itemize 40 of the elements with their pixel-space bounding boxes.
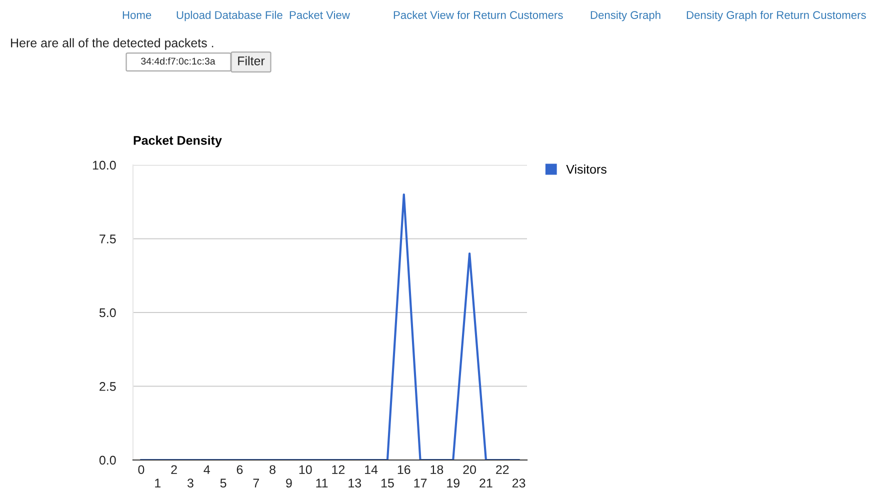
text: 34:4d:f7:0c:1c:3a (141, 57, 216, 65)
text: Filter (238, 56, 265, 66)
y-tick-label: 5.0 (99, 308, 116, 318)
x-tick-label: 3 (187, 478, 194, 488)
text: Packet View for Return Customers (394, 10, 563, 19)
x-tick-label: 16 (398, 465, 410, 474)
x-tick-label: 9 (286, 478, 292, 488)
x-tick-label: 12 (332, 465, 345, 474)
x-tick-label: 2 (171, 465, 177, 474)
text: Here are all of the detected packets . (11, 38, 214, 50)
x-tick-label: 19 (447, 478, 460, 488)
x-tick-label: 8 (270, 465, 276, 474)
x-tick-label: 11 (316, 478, 328, 488)
text: Upload Database File (176, 10, 282, 22)
x-tick-label: 5 (220, 478, 226, 488)
text: Density Graph (590, 10, 660, 22)
x-tick-label: 6 (236, 465, 243, 474)
legend-label: Visitors (566, 164, 606, 174)
x-tick-label: 7 (253, 478, 259, 488)
x-tick-label: 18 (430, 465, 444, 474)
text: Home (122, 11, 152, 19)
text: Packet View (290, 10, 350, 19)
x-tick-label: 1 (155, 478, 160, 488)
x-tick-label: 20 (463, 465, 476, 474)
x-tick-label: 23 (512, 478, 526, 488)
chart-title: Packet Density (134, 136, 222, 148)
x-tick-label: 15 (381, 478, 394, 488)
x-tick-label: 4 (204, 465, 210, 474)
text: Density Graph for Return Customers (686, 10, 866, 22)
x-tick-label: 17 (414, 478, 427, 488)
x-tick-label: 13 (348, 478, 362, 488)
x-tick-label: 10 (299, 465, 312, 474)
x-tick-label: 22 (496, 465, 509, 474)
y-tick-label: 7.5 (100, 234, 116, 244)
x-tick-label: 21 (480, 478, 492, 488)
x-tick-label: 0 (138, 465, 144, 474)
y-tick-label: 10.0 (92, 160, 116, 170)
y-tick-label: 0.0 (99, 456, 116, 465)
x-tick-label: 14 (365, 465, 378, 474)
y-tick-label: 2.5 (100, 382, 116, 391)
